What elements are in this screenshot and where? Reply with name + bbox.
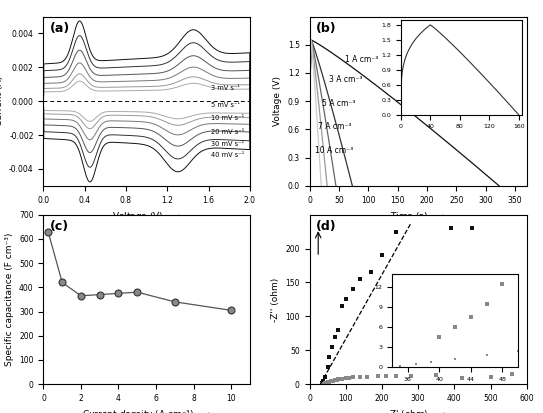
Text: 10 mV s⁻¹: 10 mV s⁻¹ [211, 115, 244, 121]
Text: 1 A cm⁻³: 1 A cm⁻³ [345, 55, 378, 64]
Text: 30 mV s⁻¹: 30 mV s⁻¹ [211, 140, 244, 147]
X-axis label: Z' (ohm) $\longrightarrow$: Z' (ohm) $\longrightarrow$ [389, 408, 447, 413]
Text: (c): (c) [49, 220, 69, 233]
X-axis label: Current density (A cm⁻³) $\longrightarrow$: Current density (A cm⁻³) $\longrightarro… [81, 408, 212, 413]
Text: 5 A cm⁻³: 5 A cm⁻³ [323, 99, 356, 108]
Text: (d): (d) [316, 220, 337, 233]
Text: 40 mV s⁻¹: 40 mV s⁻¹ [211, 152, 244, 158]
Text: 20 mV s⁻¹: 20 mV s⁻¹ [211, 129, 244, 135]
Y-axis label: Specific capacitance (F cm⁻³): Specific capacitance (F cm⁻³) [4, 233, 14, 366]
Text: 7 A cm⁻³: 7 A cm⁻³ [318, 122, 352, 131]
Text: (a): (a) [49, 21, 70, 35]
Text: 3 mV s⁻¹: 3 mV s⁻¹ [211, 85, 239, 90]
Text: 5 mV s⁻¹: 5 mV s⁻¹ [211, 102, 239, 107]
Text: (b): (b) [316, 21, 337, 35]
X-axis label: Voltage (V) $\longrightarrow$: Voltage (V) $\longrightarrow$ [112, 210, 181, 223]
Text: 10 A cm⁻³: 10 A cm⁻³ [315, 146, 353, 155]
Y-axis label: Voltage (V): Voltage (V) [273, 76, 282, 126]
Y-axis label: Current (A): Current (A) [0, 76, 4, 126]
Y-axis label: -Z'' (ohm): -Z'' (ohm) [271, 277, 280, 322]
Text: 3 A cm⁻³: 3 A cm⁻³ [329, 75, 362, 84]
X-axis label: Time (s) $\longrightarrow$: Time (s) $\longrightarrow$ [390, 210, 446, 222]
